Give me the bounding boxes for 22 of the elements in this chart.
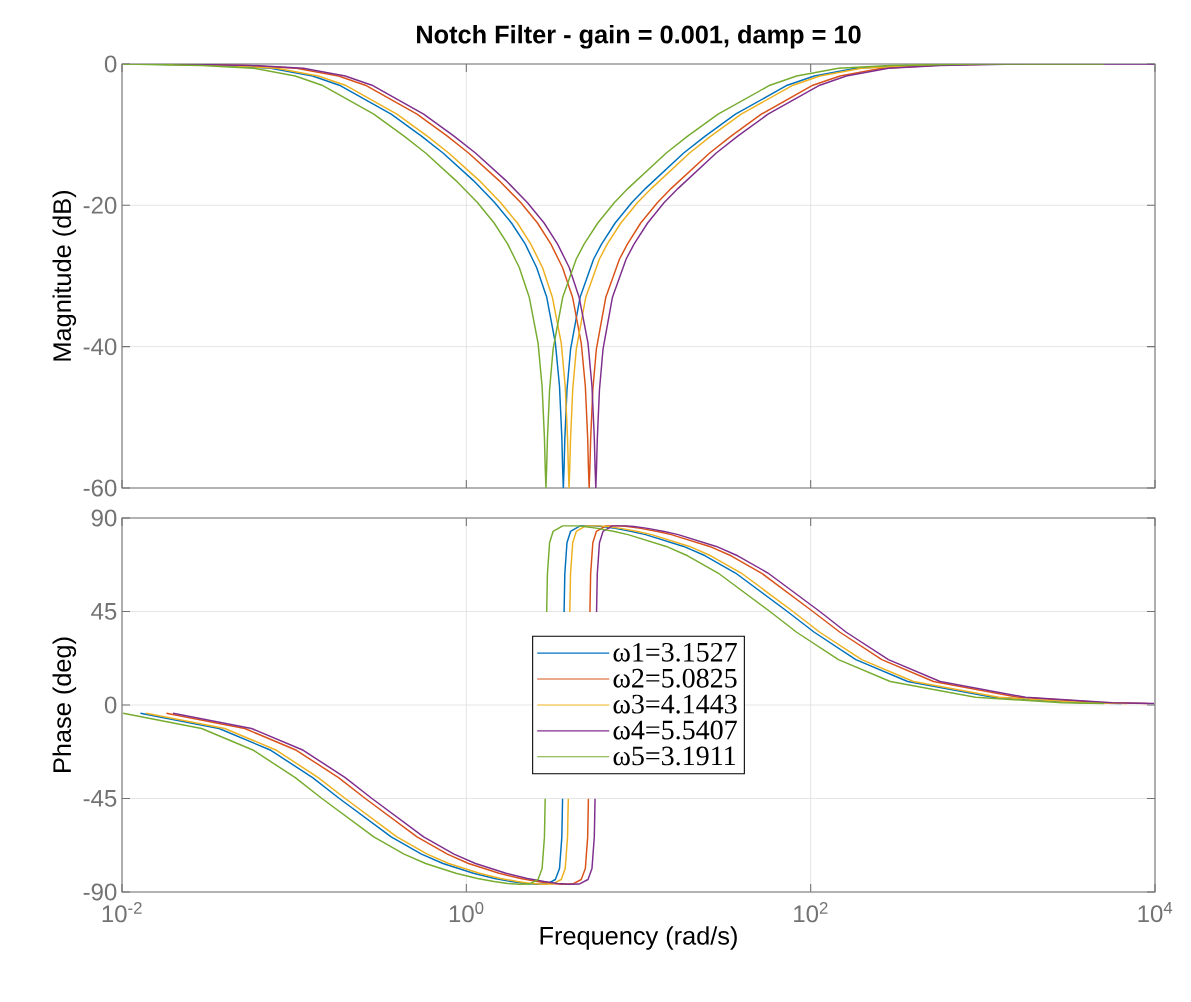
- y-tick-label: -45: [83, 790, 117, 807]
- legend-label: ω1=3.1527: [613, 642, 737, 662]
- y-tick-label: -40: [83, 338, 117, 356]
- y-tick-label: 0: [104, 696, 117, 714]
- y-tick-label: -60: [83, 479, 117, 497]
- y-axis-title: Phase (deg): [52, 637, 77, 772]
- x-tick-label: 10$^{4}$: [1138, 902, 1173, 923]
- x-axis-title: Frequency (rad/s): [540, 926, 737, 950]
- x-tick-label: 10$^{0}$: [449, 902, 484, 923]
- y-tick-label: -20: [83, 196, 117, 214]
- y-tick-label: -90: [83, 883, 117, 901]
- legend-label: ω5=3.1911: [613, 746, 735, 766]
- y-axis-title: Magnitude (dB): [52, 191, 77, 361]
- y-tick-label: 45: [91, 603, 117, 620]
- x-tick-label: 10$^{-2}$: [102, 902, 142, 923]
- x-tick-label: 10$^{2}$: [794, 902, 828, 923]
- legend-label: ω2=5.0825: [613, 668, 737, 688]
- legend-label: ω3=4.1443: [613, 694, 737, 714]
- legend-label: ω4=5.5407: [613, 720, 737, 740]
- chart-title: Notch Filter - gain = 0.001, damp = 10: [417, 24, 861, 49]
- y-tick-label: 90: [91, 509, 117, 527]
- y-tick-label: 0: [104, 55, 117, 73]
